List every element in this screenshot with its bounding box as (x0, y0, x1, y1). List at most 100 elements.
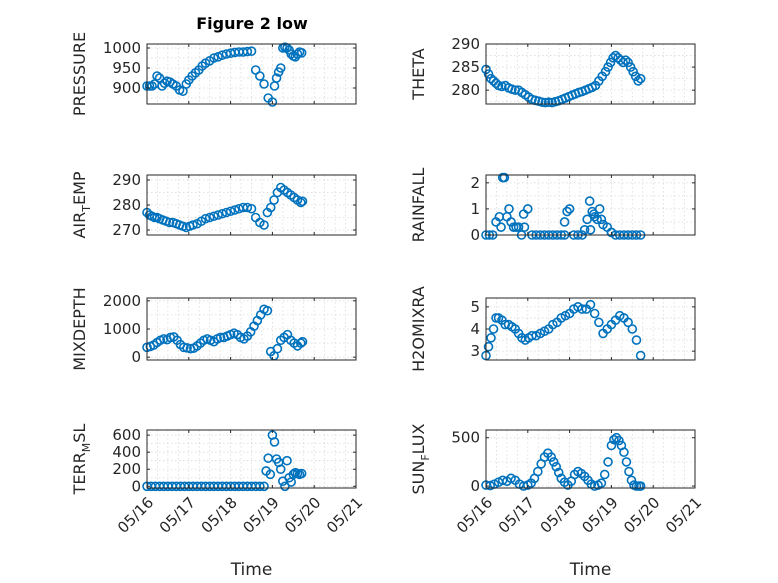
terr-msl-xtick-label: 05/17 (156, 494, 199, 537)
h2omixra-ytick-label: 4 (470, 320, 480, 338)
terr-msl-xtick-label: 05/19 (239, 494, 282, 537)
mixdepth-series (142, 304, 308, 361)
air-temp-data-point (296, 197, 306, 208)
pressure-data-point (271, 73, 282, 83)
rainfall-data-point (585, 224, 596, 235)
h2omixra-axes: 3 4 5 H2OMIXRA (409, 286, 696, 372)
pressure-data-point (246, 46, 257, 57)
sun-flux-xtick-label: 05/19 (578, 494, 621, 537)
theta-ytick-label: 290 (451, 35, 480, 53)
theta-data-point (630, 71, 641, 82)
mixdepth-data-point (272, 343, 283, 354)
theta-data-point (540, 97, 551, 108)
h2omixra-data-point (577, 304, 587, 314)
terr-msl-data-point (296, 468, 307, 479)
sun-flux-data-point (626, 475, 637, 486)
air-temp-data-point (259, 220, 269, 230)
pressure-data-point (209, 53, 219, 63)
sun-flux-data-point (619, 447, 629, 458)
rainfall-data-point (606, 227, 617, 238)
rainfall-axes: 0 1 2 RAINFALL (409, 168, 696, 244)
sun-flux-axes-border (485, 429, 696, 489)
rainfall-data-point (504, 204, 514, 214)
pressure-data-point (292, 49, 303, 59)
h2omixra-data-point (486, 333, 496, 343)
theta-data-point (543, 97, 554, 107)
theta-data-point (537, 97, 547, 107)
theta-data-point (600, 66, 611, 77)
rainfall-data-point (562, 206, 572, 217)
theta-ytick-label: 280 (451, 81, 480, 99)
sun-flux-xtick-label: 05/16 (453, 494, 496, 537)
mixdepth-ytick-label: 2000 (103, 292, 141, 310)
h2omixra-data-point (527, 330, 537, 341)
rainfall-data-point (513, 222, 524, 232)
air-temp-ylabel: AIRTEMP (70, 171, 93, 238)
pressure-data-point (147, 81, 157, 91)
theta-data-point (633, 76, 643, 86)
sun-flux-data-point (603, 457, 613, 467)
h2omixra-data-point (594, 317, 604, 328)
theta-axes-border (485, 43, 696, 105)
pressure-data-point (275, 63, 286, 73)
pressure-data-point (213, 51, 223, 62)
air-temp-series (142, 182, 308, 233)
air-temp-data-point (246, 203, 257, 214)
air-temp-data-point (217, 208, 228, 219)
pressure-ytick-label: 900 (112, 79, 141, 97)
theta-data-point (605, 57, 616, 68)
theta-ytick-label: 285 (451, 58, 480, 76)
terr-msl-data-point (282, 455, 292, 466)
mixdepth-data-point (215, 332, 226, 343)
sun-flux-data-point (546, 452, 557, 462)
mixdepth-data-point (296, 338, 306, 348)
rainfall-data-point (584, 196, 595, 206)
sun-flux-data-point (614, 435, 624, 446)
pressure-series (142, 42, 307, 107)
terr-msl-xtick-label: 05/18 (198, 494, 241, 537)
terr-msl-xtick-label: 05/20 (281, 494, 324, 537)
air-temp-data-point (229, 205, 240, 215)
rainfall-ylabel: RAINFALL (409, 168, 428, 243)
air-temp-data-point (297, 196, 308, 207)
rainfall-data-point (519, 222, 530, 232)
rainfall-ytick-label: 0 (470, 226, 480, 244)
rainfall-data-point (596, 214, 607, 225)
pressure-axes-border (146, 43, 357, 105)
air-temp-data-point (269, 195, 279, 205)
pressure-data-point (267, 97, 278, 107)
rainfall-data-point (506, 217, 516, 227)
rainfall-ytick-label: 2 (470, 174, 480, 192)
mixdepth-ytick-label: 1000 (103, 320, 141, 338)
h2omixra-ytick-label: 3 (470, 342, 480, 360)
terr-msl-data-point (275, 464, 286, 475)
rainfall-axes-border (485, 174, 696, 236)
pressure-data-point (255, 71, 265, 81)
theta-axes: 280 285 290 THETA (409, 35, 696, 108)
sun-flux-data-point (635, 481, 646, 491)
sun-flux-data-point (553, 467, 564, 478)
air-temp-data-point (204, 212, 215, 223)
air-temp-data-point (200, 213, 211, 224)
air-temp-data-point (188, 220, 198, 230)
pressure-data-point (242, 46, 253, 57)
terr-msl-axes-border (146, 429, 357, 489)
sun-flux-data-point (609, 434, 619, 445)
terr-msl-ylabel: TERRMSL (70, 424, 93, 496)
theta-data-point (483, 69, 494, 79)
air-temp-ytick-label: 270 (112, 221, 141, 239)
rainfall-data-point (499, 172, 510, 183)
air-temp-data-point (242, 202, 253, 213)
pressure-ylabel: PRESSURE (70, 32, 89, 116)
air-temp-data-point (265, 202, 276, 213)
theta-data-point (635, 73, 646, 84)
h2omixra-ytick-label: 5 (470, 298, 480, 316)
pressure-data-point (296, 47, 307, 58)
theta-data-point (628, 66, 638, 77)
air-temp-ytick-label: 290 (112, 171, 141, 189)
sun-flux-data-point (548, 457, 559, 467)
sun-flux-ylabel: SUNFLUX (409, 423, 432, 494)
h2omixra-data-point (631, 335, 642, 345)
figure-title: Figure 2 low (196, 14, 308, 33)
